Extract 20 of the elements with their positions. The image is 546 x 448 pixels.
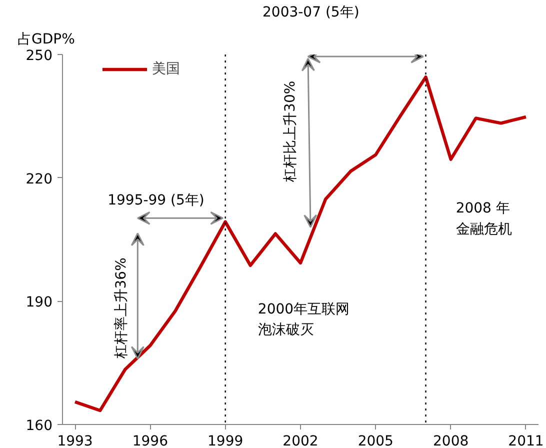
annotation: 杠杆率上升36% bbox=[113, 258, 130, 360]
y-axis-title: 占GDP% bbox=[18, 32, 75, 48]
x-tick-label: 1999 bbox=[208, 434, 244, 448]
line-series bbox=[73, 76, 528, 412]
x-tick-label: 2002 bbox=[282, 434, 318, 448]
y-tick-label: 160 bbox=[26, 418, 53, 434]
y-tick-label: 220 bbox=[26, 171, 53, 188]
x-tick-label: 2011 bbox=[508, 434, 544, 448]
legend-label: 美国 bbox=[152, 60, 180, 78]
x-tick-label: 1993 bbox=[57, 434, 93, 448]
annotation: 2000年互联网泡沫破灭 bbox=[258, 301, 350, 338]
text: 2003-07 (5年) bbox=[262, 4, 360, 20]
annotation: 2008 年金融危机 bbox=[456, 200, 512, 238]
annotation: 杠杆比上升30% bbox=[282, 80, 298, 183]
y-tick-label: 190 bbox=[26, 294, 53, 311]
annotation: 1995-99 (5年) bbox=[108, 192, 204, 209]
x-tick-label: 2005 bbox=[358, 434, 394, 448]
x-tick-label: 2008 bbox=[433, 434, 469, 448]
y-tick-label: 250 bbox=[26, 48, 53, 64]
x-tick-label: 1996 bbox=[132, 434, 168, 448]
